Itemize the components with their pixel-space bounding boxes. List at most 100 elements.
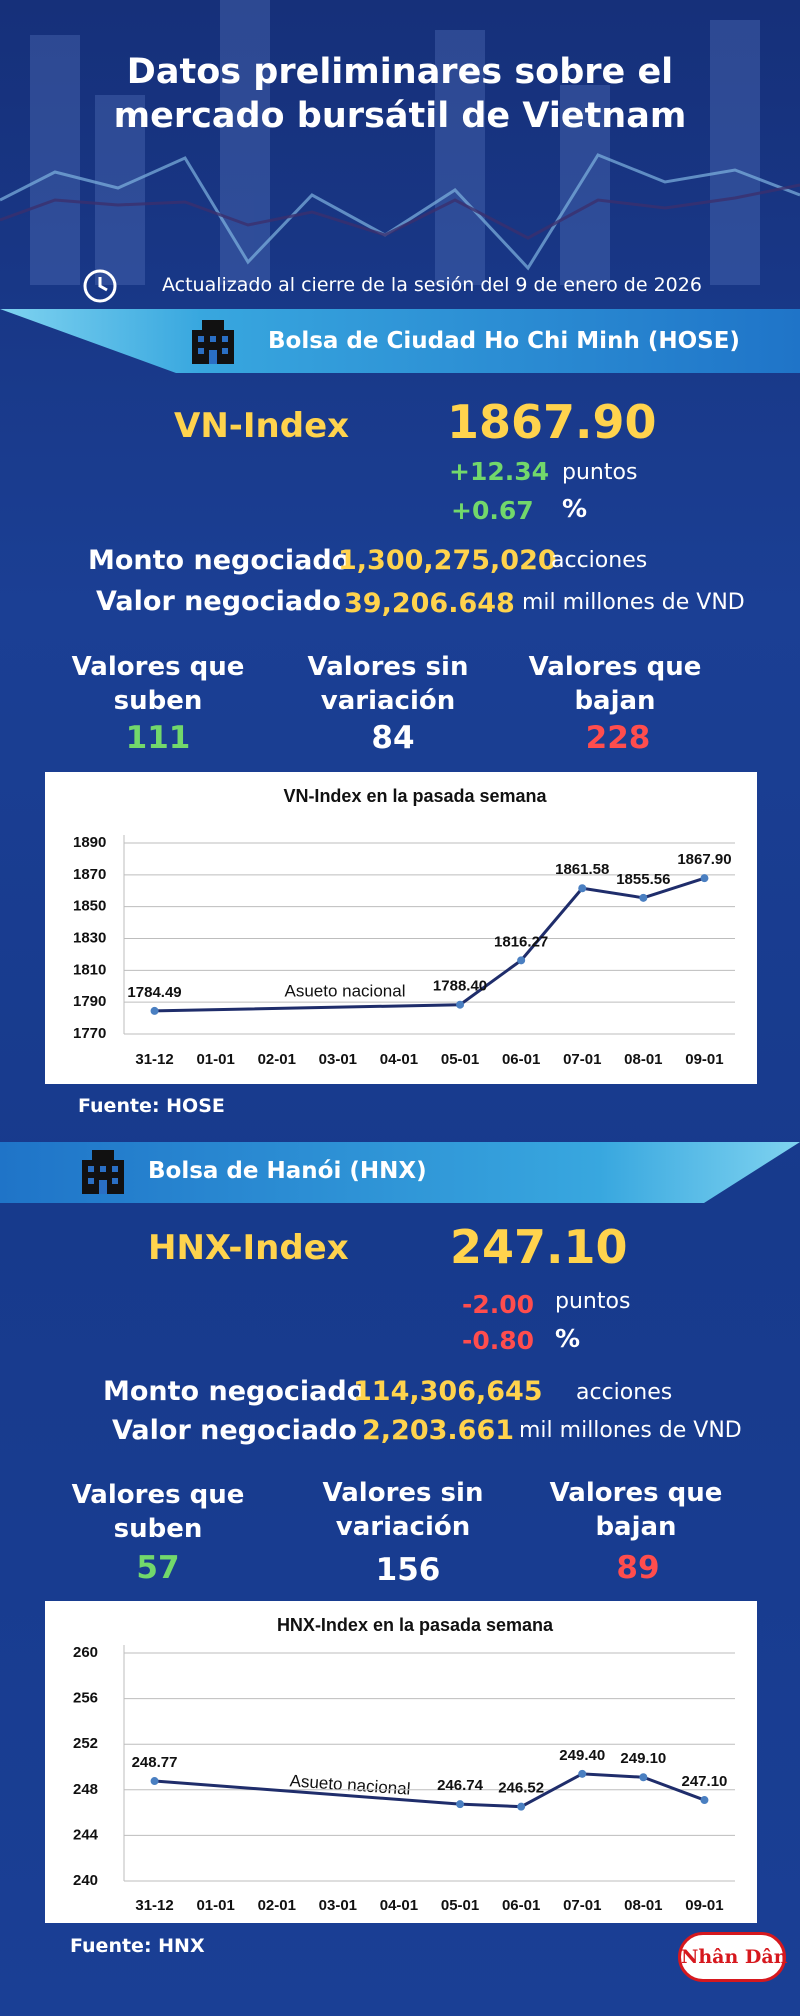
page-title: Datos preliminares sobre el mercado burs… (113, 52, 687, 136)
y-tick-label: 1870 (73, 866, 106, 883)
y-tick-label: 1830 (73, 929, 106, 946)
y-tick-label: 1850 (73, 898, 106, 915)
y-tick-label: 1810 (73, 961, 106, 978)
x-tick-label: 05-01 (441, 1897, 479, 1914)
header-decoration (0, 0, 800, 285)
x-tick-label: 06-01 (502, 1051, 540, 1068)
percent-unit: % (555, 1324, 581, 1353)
chart: HNX-Index en la pasada semana Asueto nac… (73, 1615, 735, 1914)
source: Fuente: HNX (70, 1935, 205, 1957)
data-label: 1816.27 (494, 933, 548, 950)
volume: 1,300,275,020 (338, 545, 557, 576)
building-icon (82, 1150, 124, 1194)
point (578, 884, 587, 893)
point (700, 874, 709, 883)
x-tick-label: 01-01 (196, 1897, 234, 1914)
up-count: 57 (136, 1550, 180, 1586)
x-tick-label: 08-01 (624, 1897, 662, 1914)
source: Fuente: HOSE (78, 1095, 225, 1117)
x-tick-label: 03-01 (319, 1051, 357, 1068)
building-icon (192, 320, 234, 364)
point (700, 1796, 709, 1805)
line (154, 1772, 705, 1809)
data-label: 1861.58 (555, 861, 609, 878)
point (456, 1800, 465, 1809)
x-tick-label: 31-12 (135, 1897, 173, 1914)
index-name: VN-Index (174, 406, 350, 446)
x-tick-label: 31-12 (135, 1051, 173, 1068)
x-tick-label: 06-01 (502, 1897, 540, 1914)
chart-title: VN-Index en la pasada semana (283, 786, 547, 806)
point (639, 893, 648, 902)
data-label: 247.10 (682, 1773, 728, 1790)
volume-label: Monto negociado (88, 545, 351, 576)
change-points: +12.34 (449, 457, 550, 486)
volume-label: Monto negociado (103, 1376, 366, 1407)
point (639, 1773, 648, 1782)
data-label: 246.52 (498, 1780, 544, 1797)
down-label: Valores que bajan (549, 1478, 723, 1542)
y-tick-label: 252 (73, 1735, 98, 1752)
x-tick-label: 02-01 (258, 1051, 296, 1068)
data-label: 1784.49 (127, 984, 181, 1001)
y-tick-label: 240 (73, 1872, 98, 1889)
y-tick-label: 260 (73, 1644, 98, 1661)
chart-panel: HNX-Index en la pasada semana Asueto nac… (45, 1601, 757, 1923)
point (150, 1777, 159, 1786)
update-note: Actualizado al cierre de la sesión del 9… (162, 274, 702, 296)
chart-panel: VN-Index en la pasada semana Asueto naci… (45, 772, 757, 1084)
value-unit: mil millones de VND (522, 590, 745, 615)
percent-unit: % (562, 494, 588, 523)
point (517, 956, 526, 965)
down-label: Valores que bajan (528, 652, 702, 716)
change-points: -2.00 (462, 1290, 535, 1319)
x-tick-label: 04-01 (380, 1051, 418, 1068)
change-unit: puntos (555, 1289, 631, 1314)
volume: 114,306,645 (353, 1376, 543, 1407)
change-unit: puntos (562, 460, 638, 485)
x-tick-label: 03-01 (319, 1897, 357, 1914)
trade-value: 39,206.648 (344, 588, 515, 619)
x-tick-label: 01-01 (196, 1051, 234, 1068)
point (578, 1769, 587, 1778)
value-label: Valor negociado (112, 1415, 357, 1446)
x-tick-label: 05-01 (441, 1051, 479, 1068)
point (517, 1802, 526, 1811)
x-tick-label: 08-01 (624, 1051, 662, 1068)
x-tick-label: 07-01 (563, 1897, 601, 1914)
trade-value: 2,203.661 (362, 1415, 515, 1446)
down-count: 89 (616, 1550, 660, 1586)
exchange-name: Bolsa de Hanói (HNX) (148, 1158, 427, 1184)
value-unit: mil millones de VND (519, 1418, 742, 1443)
data-label: 1867.90 (677, 851, 731, 868)
annotation: Asueto nacional (285, 981, 406, 1000)
flat-count: 84 (371, 720, 415, 756)
hnx-banner (0, 1142, 800, 1203)
data-label: 249.10 (620, 1750, 666, 1767)
index-value: 1867.90 (447, 395, 657, 449)
x-tick-label: 09-01 (685, 1051, 723, 1068)
y-tick-label: 1790 (73, 993, 106, 1010)
data-label: 248.77 (132, 1754, 178, 1771)
change-percent: +0.67 (451, 496, 534, 525)
volume-unit: acciones (576, 1380, 673, 1405)
x-tick-label: 09-01 (685, 1897, 723, 1914)
flat-label: Valores sin variación (307, 652, 469, 716)
point (150, 1006, 159, 1015)
exchange-name: Bolsa de Ciudad Ho Chi Minh (HOSE) (268, 328, 740, 354)
down-count: 228 (585, 720, 651, 756)
point (456, 1000, 465, 1009)
y-tick-label: 248 (73, 1781, 98, 1798)
y-tick-label: 256 (73, 1690, 98, 1707)
index-value: 247.10 (450, 1220, 628, 1274)
data-label: 249.40 (559, 1747, 605, 1764)
up-label: Valores que suben (71, 652, 245, 716)
flat-label: Valores sin variación (322, 1478, 484, 1542)
logo: Nhân Dân (678, 1932, 788, 1982)
line (154, 876, 705, 1013)
x-tick-label: 07-01 (563, 1051, 601, 1068)
data-label: 1788.40 (433, 978, 487, 995)
volume-unit: acciones (551, 548, 648, 573)
chart: VN-Index en la pasada semana Asueto naci… (73, 786, 735, 1068)
